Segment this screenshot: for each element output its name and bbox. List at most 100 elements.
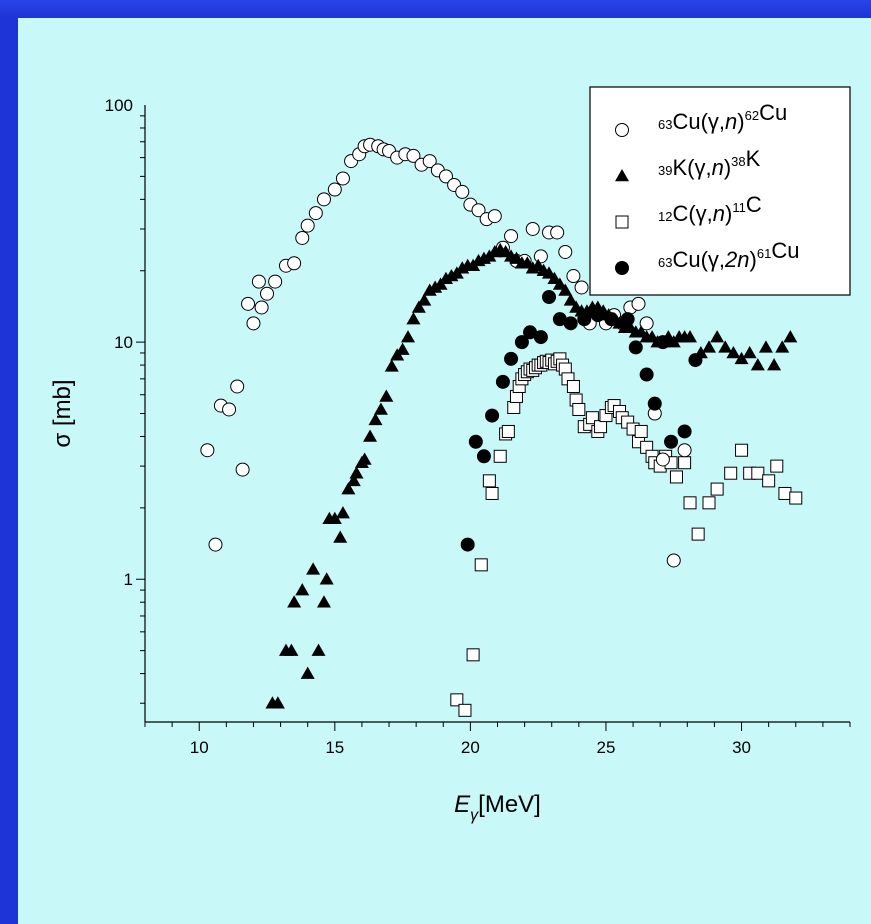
data-point — [295, 230, 310, 245]
data-point — [677, 443, 692, 458]
data-point — [751, 466, 765, 480]
y-tick-label: 10 — [114, 333, 133, 352]
data-point — [368, 412, 383, 426]
data-point — [341, 482, 356, 495]
x-tick-label: 10 — [190, 738, 209, 757]
data-point — [458, 703, 472, 717]
data-point — [523, 325, 538, 340]
data-point — [349, 466, 364, 479]
data-point — [474, 558, 488, 572]
data-point — [208, 537, 223, 552]
y-tick-label: 100 — [105, 96, 133, 115]
data-point — [647, 396, 662, 411]
data-point — [504, 229, 519, 244]
data-point — [664, 434, 679, 449]
data-point — [750, 358, 765, 371]
data-point — [395, 342, 410, 355]
data-point — [563, 316, 578, 331]
data-point — [422, 283, 437, 296]
data-point — [533, 330, 548, 345]
data-point — [235, 462, 250, 477]
legend-box — [589, 86, 851, 296]
data-point — [724, 466, 738, 480]
data-point — [702, 340, 716, 353]
data-point — [422, 154, 437, 169]
data-point — [417, 293, 432, 306]
x-tick-label: 15 — [325, 738, 344, 757]
data-point — [718, 340, 733, 353]
data-point — [525, 221, 540, 236]
data-point — [691, 527, 705, 541]
data-point — [504, 351, 519, 366]
data-point — [550, 225, 565, 240]
data-point — [335, 506, 350, 519]
data-point — [594, 420, 608, 434]
data-point — [683, 496, 697, 510]
data-point — [507, 400, 521, 414]
data-point — [270, 696, 285, 709]
series-filled-triangle — [265, 242, 798, 709]
legend-entry: 63Cu(γ,n)62Cu — [658, 100, 787, 134]
data-point — [287, 595, 302, 608]
data-point — [726, 345, 741, 359]
legend-marker — [615, 123, 629, 137]
data-point — [634, 424, 648, 438]
data-point — [770, 459, 784, 473]
data-point — [493, 449, 507, 463]
data-point — [533, 249, 548, 264]
data-point — [455, 184, 470, 199]
data-point — [572, 402, 586, 416]
data-point — [669, 470, 683, 484]
y-tick-label: 1 — [124, 570, 133, 589]
data-point — [316, 192, 331, 207]
legend: 63Cu(γ,n)62Cu 39K(γ,n)38K 12C(γ,n)11C 63Cu(… — [589, 86, 851, 296]
series-open-square — [450, 352, 803, 717]
data-point — [762, 474, 776, 488]
data-point — [631, 296, 646, 311]
data-point — [778, 486, 792, 500]
data-point — [735, 443, 749, 457]
plot-axes: 10 15 20 25 30 1 10 100 — [105, 96, 851, 757]
data-point — [563, 293, 578, 306]
x-axis-title: Eγ[MeV] — [454, 791, 541, 824]
data-point — [260, 286, 275, 301]
data-point — [468, 434, 483, 449]
data-point — [357, 452, 372, 465]
data-point — [655, 452, 670, 467]
data-point — [284, 643, 299, 656]
data-point — [542, 289, 557, 304]
data-point — [300, 666, 315, 679]
data-point — [200, 443, 215, 458]
data-point — [683, 330, 698, 343]
data-point — [558, 283, 573, 296]
data-point — [327, 511, 342, 524]
data-point — [775, 340, 790, 353]
data-point — [311, 643, 326, 656]
data-point — [639, 367, 654, 382]
data-point — [501, 424, 515, 438]
data-point — [319, 572, 334, 585]
data-marks — [200, 137, 803, 717]
data-point — [495, 374, 510, 389]
data-point — [251, 274, 266, 289]
data-point — [485, 486, 499, 500]
data-point — [485, 408, 500, 423]
data-point — [295, 583, 310, 596]
data-point — [460, 537, 475, 552]
data-point — [384, 359, 399, 372]
data-point — [335, 171, 350, 186]
data-point — [758, 340, 773, 353]
data-point — [450, 693, 464, 707]
data-point — [693, 345, 708, 359]
data-point — [552, 312, 567, 327]
data-point — [471, 203, 486, 218]
data-point — [783, 330, 798, 343]
data-point — [482, 474, 496, 488]
data-point — [346, 473, 361, 487]
data-point — [628, 340, 643, 355]
data-point — [316, 595, 331, 608]
data-point — [710, 330, 725, 343]
data-point — [702, 496, 716, 510]
data-point — [566, 379, 580, 393]
data-point — [268, 274, 283, 289]
